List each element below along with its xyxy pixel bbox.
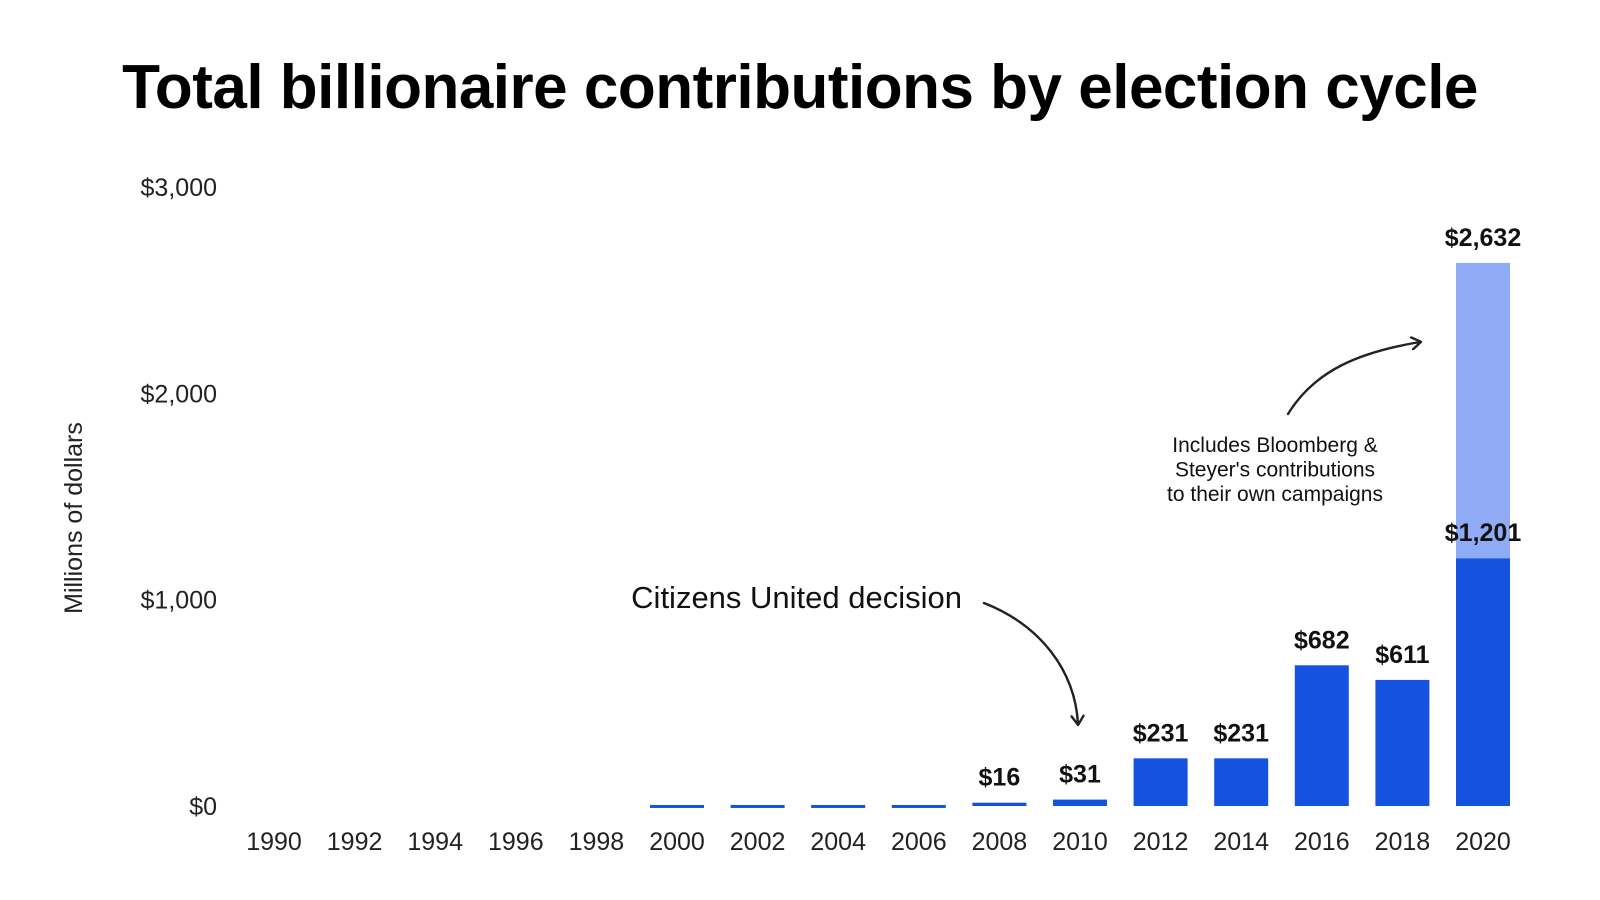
- y-axis-title: Millions of dollars: [60, 422, 88, 614]
- data-label-2008: $16: [979, 764, 1021, 792]
- x-tick-label: 2006: [891, 828, 947, 856]
- bar-2014: [1214, 758, 1269, 806]
- x-tick-label: 2014: [1213, 828, 1269, 856]
- bar-2020-extra: [1456, 262, 1510, 559]
- chart-title: Total billionaire contributions by elect…: [122, 53, 1478, 122]
- x-tick-label: 2018: [1375, 828, 1431, 856]
- bar-2016: [1294, 665, 1349, 806]
- data-labels: $16 $31 $231 $231 $682 $611 $1,201 $2,632: [979, 224, 1522, 792]
- data-label-2020: $2,632: [1445, 224, 1521, 252]
- bar-2000: [650, 804, 704, 808]
- y-tick-label: $0: [189, 793, 217, 821]
- data-label-2012: $231: [1133, 719, 1189, 747]
- data-label-2016: $682: [1294, 626, 1350, 654]
- y-tick-label: $1,000: [141, 587, 217, 615]
- data-label-2014: $231: [1213, 719, 1269, 747]
- x-tick-label: 1992: [327, 828, 383, 856]
- data-label-2018: $611: [1375, 641, 1429, 669]
- data-label-2020: $1,201: [1445, 519, 1522, 547]
- bar-2020: [1456, 558, 1510, 806]
- bar-2010: [1053, 799, 1107, 806]
- x-tick-label: 2012: [1133, 828, 1189, 856]
- y-axis-ticks: $0 $1,000 $2,000 $3,000: [141, 174, 217, 821]
- bar-2018: [1375, 679, 1430, 806]
- annotation-bloomberg-steyer-line: Steyer's contributions: [1175, 459, 1375, 482]
- x-tick-label: 2000: [649, 828, 705, 856]
- bar-2008: [972, 802, 1027, 806]
- x-tick-label: 1994: [407, 828, 463, 856]
- x-tick-label: 1990: [246, 828, 302, 856]
- x-tick-label: 2016: [1294, 828, 1350, 856]
- x-tick-label: 2020: [1455, 828, 1511, 856]
- y-tick-label: $3,000: [141, 174, 217, 202]
- annotation-citizens-united: Citizens United decision: [631, 580, 962, 615]
- arrow-citizens-united: [982, 601, 1078, 724]
- data-label-2010: $31: [1059, 761, 1101, 789]
- bar-2002: [730, 804, 785, 808]
- x-tick-label: 1996: [488, 828, 544, 856]
- x-tick-label: 2008: [972, 828, 1028, 856]
- x-tick-label: 2002: [730, 828, 786, 856]
- annotations: Citizens United decision Includes Bloombe…: [631, 342, 1420, 724]
- y-tick-label: $2,000: [141, 380, 217, 408]
- x-tick-label: 1998: [569, 828, 625, 856]
- arrow-bloomberg-steyer: [1286, 342, 1420, 416]
- annotation-bloomberg-steyer-line: to their own campaigns: [1167, 483, 1383, 506]
- x-axis-ticks: 1990 1992 1994 1996 1998 2000 2002 2004 2006 2008…: [246, 828, 1511, 856]
- x-tick-label: 2004: [810, 828, 866, 856]
- annotation-bloomberg-steyer-line: Includes Bloomberg &: [1172, 434, 1377, 457]
- bar-2012: [1133, 758, 1188, 806]
- x-tick-label: 2010: [1052, 828, 1108, 856]
- bars: [650, 262, 1510, 808]
- bar-2004: [811, 804, 866, 808]
- bar-2006: [891, 804, 946, 808]
